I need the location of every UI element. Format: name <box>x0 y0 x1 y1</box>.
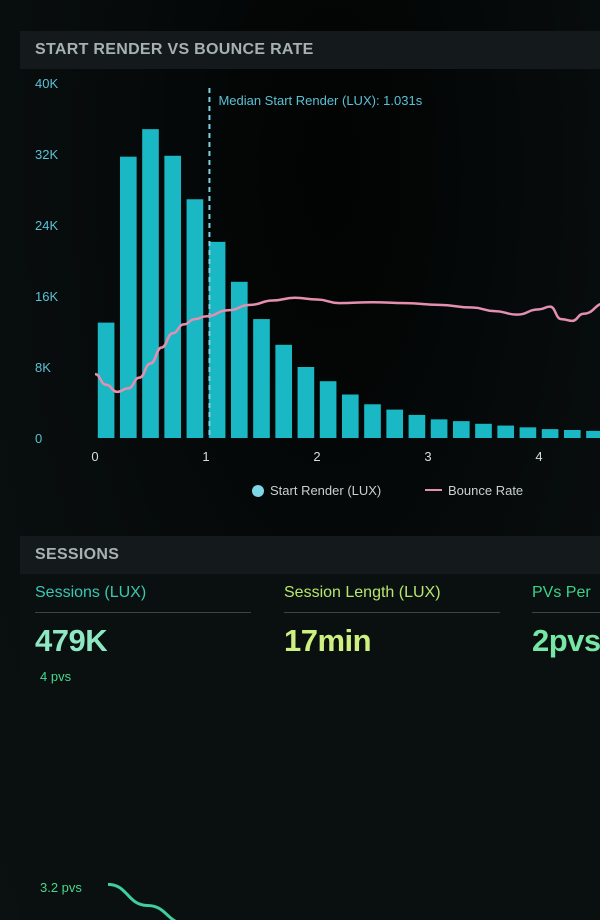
histogram-bar <box>208 241 226 438</box>
start-render-chart: 0 8K 16K 24K 32K 40K 0 1 2 3 4 Median Start Render … <box>35 76 600 464</box>
render-panel-header: START RENDER VS BOUNCE RATE <box>20 31 600 69</box>
legend-bounce-rate[interactable]: Bounce Rate <box>425 483 523 498</box>
y-tick-label: 4 pvs <box>40 669 72 684</box>
histogram-bar <box>430 419 448 438</box>
divider <box>284 612 500 613</box>
median-annotation-label: Median Start Render (LUX): 1.031s <box>218 93 422 108</box>
stat-pvs-label: PVs Per <box>532 584 591 601</box>
legend-dot-icon <box>252 485 264 497</box>
histogram-bar <box>230 281 248 438</box>
stat-sessions-label: Sessions (LUX) <box>35 584 147 601</box>
sessions-panel-body <box>20 574 600 920</box>
bounce-rate-line <box>94 296 600 394</box>
stat-session-length-value: 17min <box>284 623 372 658</box>
x-tick-label: 4 <box>535 449 542 464</box>
histogram-bar <box>408 414 426 438</box>
histogram-bar <box>452 421 470 438</box>
x-tick-label: 0 <box>91 449 98 464</box>
sessions-panel-title: SESSIONS <box>35 546 120 563</box>
histogram-bar <box>586 430 600 438</box>
y-tick-label: 32K <box>35 147 58 162</box>
histogram-bar <box>164 155 182 438</box>
legend-start-render[interactable]: Start Render (LUX) <box>252 483 381 498</box>
x-tick-label: 3 <box>424 449 431 464</box>
histogram-bar <box>297 367 315 438</box>
y-tick-label: 8K <box>35 360 51 375</box>
histogram-bar <box>97 322 115 438</box>
histogram-bar <box>541 429 559 438</box>
histogram-bar <box>563 430 581 438</box>
stat-sessions[interactable]: Sessions (LUX) 479K <box>35 584 251 659</box>
histogram-bar <box>364 404 381 438</box>
histogram-bar <box>341 394 359 438</box>
y-tick-label: 24K <box>35 218 58 233</box>
stat-sessions-value: 479K <box>35 623 108 658</box>
stat-pvs-per[interactable]: PVs Per 2pvs <box>532 584 600 659</box>
render-panel-title: START RENDER VS BOUNCE RATE <box>35 41 314 58</box>
stat-session-length[interactable]: Session Length (LUX) 17min <box>284 584 500 659</box>
stat-pvs-value: 2pvs <box>532 623 600 658</box>
histogram-bar <box>319 381 337 438</box>
legend-line-icon <box>425 489 442 491</box>
divider <box>35 612 251 613</box>
x-tick-label: 2 <box>313 449 320 464</box>
y-tick-label: 16K <box>35 289 58 304</box>
legend-bounce-label: Bounce Rate <box>448 483 524 498</box>
histogram-bar <box>519 427 537 438</box>
histogram-bar <box>253 319 270 438</box>
sessions-panel-header: SESSIONS <box>20 536 600 574</box>
y-tick-label: 3.2 pvs <box>40 880 82 895</box>
histogram-bar <box>497 425 515 438</box>
divider <box>532 612 600 613</box>
y-tick-label: 0 <box>35 431 42 446</box>
y-tick-label: 40K <box>35 76 58 91</box>
stat-session-length-label: Session Length (LUX) <box>284 584 441 601</box>
x-tick-label: 1 <box>202 449 209 464</box>
legend-start-label: Start Render (LUX) <box>270 483 382 498</box>
histogram-bar <box>275 344 293 438</box>
histogram-bar <box>119 156 137 438</box>
histogram-bar <box>475 423 492 438</box>
histogram-bar <box>386 409 404 438</box>
pageviews-series-line-0 <box>107 882 177 920</box>
